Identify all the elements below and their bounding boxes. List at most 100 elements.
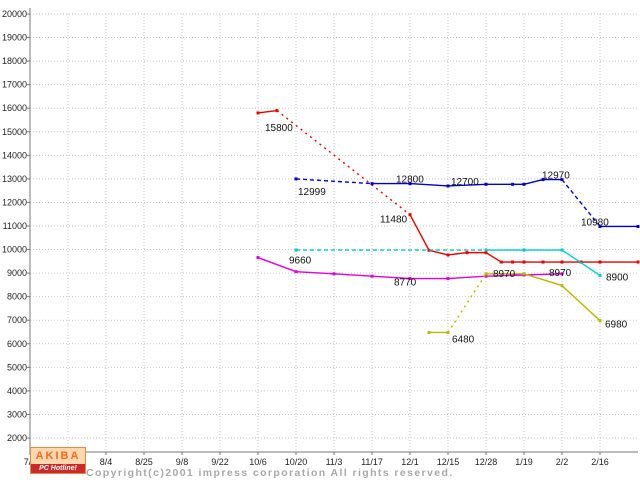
olive-series-marker	[598, 319, 602, 323]
magenta-series-marker	[560, 272, 564, 276]
x-tick-label: 1/19	[515, 457, 533, 467]
x-tick-label: 11/17	[361, 457, 383, 467]
olive-series-marker	[522, 272, 526, 276]
y-tick-label: 10000	[2, 245, 27, 255]
blue-series-marker	[484, 182, 488, 186]
value-label: 12999	[298, 187, 326, 198]
value-label: 15800	[265, 123, 293, 134]
value-label: 8970	[549, 268, 572, 279]
logo-subtitle: PC Hotline!	[31, 464, 85, 473]
y-tick-label: 12000	[2, 197, 27, 207]
logo-title: AKIBA	[31, 448, 85, 464]
x-tick-label: 8/4	[100, 457, 113, 467]
y-tick-label: 6000	[7, 339, 27, 349]
olive-series-segment	[523, 273, 563, 287]
x-tick-label: 9/22	[211, 457, 229, 467]
y-tick-label: 20000	[2, 9, 27, 19]
magenta-series-marker	[256, 256, 260, 260]
blue-series-marker	[511, 182, 515, 186]
y-tick-label: 18000	[2, 56, 27, 66]
x-tick-label: 12/28	[475, 457, 498, 467]
red-series-marker	[541, 260, 545, 264]
x-tick-label: 8/25	[135, 457, 153, 467]
olive-series-marker	[484, 272, 488, 276]
copyright-watermark: Copyright(c)2001 impress corporation All…	[86, 443, 454, 480]
value-label: 8970	[493, 269, 516, 280]
blue-series-segment	[561, 179, 601, 227]
blue-series-segment	[409, 182, 449, 187]
value-label: 8900	[606, 272, 629, 283]
y-tick-label: 7000	[7, 315, 27, 325]
red-series-segment	[428, 249, 449, 256]
y-tick-label: 14000	[2, 150, 27, 160]
red-series-marker	[636, 260, 640, 264]
red-series-segment	[485, 252, 502, 263]
cyan-series-marker	[560, 248, 564, 252]
red-series-segment	[409, 214, 430, 251]
value-label: 6980	[605, 320, 628, 331]
blue-series-segment	[295, 178, 373, 185]
y-tick-label: 8000	[7, 292, 27, 302]
red-series-marker	[560, 260, 564, 264]
akiba-pc-hotline-logo: AKIBA PC Hotline!	[30, 447, 86, 474]
red-series-marker	[511, 260, 515, 264]
y-tick-label: 2000	[7, 433, 27, 443]
magenta-series-segment	[485, 274, 525, 277]
y-tick-label: 4000	[7, 386, 27, 396]
olive-series-marker	[560, 284, 564, 288]
x-tick-label: 12/15	[437, 457, 460, 467]
x-tick-label: 10/20	[285, 457, 308, 467]
olive-series-marker	[446, 330, 450, 334]
olive-series-segment	[561, 285, 601, 322]
blue-series-marker	[294, 177, 298, 181]
magenta-series-marker	[484, 274, 488, 278]
magenta-series-segment	[295, 270, 335, 275]
magenta-series-segment	[257, 256, 297, 273]
red-series-segment	[257, 109, 278, 114]
y-tick-label: 5000	[7, 362, 27, 372]
y-tick-label: 13000	[2, 174, 27, 184]
value-label: 9660	[289, 256, 312, 267]
red-series-segment	[276, 110, 411, 216]
olive-series-segment	[447, 273, 487, 333]
x-tick-label: 2/16	[591, 457, 609, 467]
red-series-marker	[598, 260, 602, 264]
red-series-marker	[484, 251, 488, 255]
blue-series-marker	[522, 182, 526, 186]
magenta-series-segment	[447, 275, 487, 280]
red-series-marker	[522, 260, 526, 264]
value-label: 6480	[452, 334, 475, 345]
y-tick-label: 16000	[2, 103, 27, 113]
cyan-series-marker	[522, 248, 526, 252]
red-series-marker	[408, 213, 412, 217]
blue-series-marker	[636, 224, 640, 228]
red-series-marker	[465, 251, 469, 255]
blue-series-marker	[560, 178, 564, 182]
magenta-series-segment	[371, 275, 411, 280]
magenta-series-marker	[370, 274, 374, 278]
cyan-series-marker	[294, 248, 298, 252]
cyan-series-segment	[561, 249, 601, 277]
x-tick-label: 9/8	[176, 457, 189, 467]
olive-series-marker	[427, 330, 431, 334]
red-series-marker	[446, 253, 450, 257]
y-tick-label: 9000	[7, 268, 27, 278]
magenta-series-segment	[523, 273, 563, 276]
y-tick-label: 19000	[2, 33, 27, 43]
y-tick-label: 15000	[2, 127, 27, 137]
blue-series-marker	[446, 184, 450, 188]
x-tick-label: 10/6	[249, 457, 267, 467]
magenta-series-marker	[408, 277, 412, 281]
x-tick-label: 12/1	[401, 457, 419, 467]
magenta-series-marker	[446, 277, 450, 281]
y-tick-label: 17000	[2, 80, 27, 90]
value-label: 11480	[380, 215, 408, 226]
magenta-series-marker	[332, 272, 336, 276]
blue-series-marker	[598, 224, 602, 228]
blue-series-segment	[447, 183, 487, 187]
red-series-segment	[447, 251, 468, 256]
blue-series-marker	[408, 182, 412, 186]
blue-series-marker	[541, 178, 545, 182]
